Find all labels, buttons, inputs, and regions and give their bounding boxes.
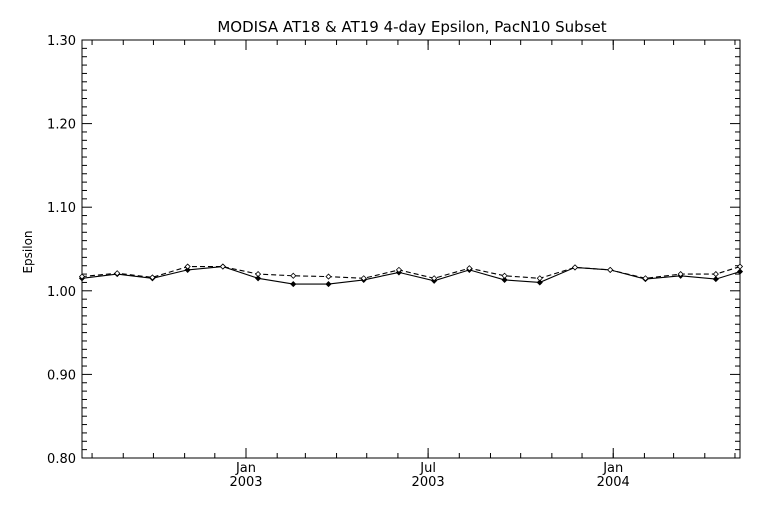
series-line-solid (81, 266, 741, 285)
data-point-dashed (184, 263, 191, 270)
data-point-dashed (501, 272, 508, 279)
data-point-solid (325, 281, 332, 288)
axis-ticks: 0.800.901.001.101.201.30Jan2003Jul2003Ja… (47, 34, 740, 490)
y-axis-label: Epsilon (21, 230, 35, 273)
data-point-dashed (149, 274, 156, 281)
data-point-dashed (290, 272, 297, 279)
y-tick-label: 0.90 (47, 368, 76, 383)
series-line-dashed (81, 266, 741, 279)
data-point-dashed (466, 265, 473, 272)
x-tick-year-label: 2003 (412, 475, 445, 490)
series-lines (78, 263, 744, 288)
data-point-dashed (325, 273, 332, 280)
x-tick-label: Jan (602, 461, 623, 476)
data-point-dashed (677, 271, 684, 278)
data-point-solid (255, 275, 262, 282)
data-point-solid (501, 276, 508, 283)
y-tick-label: 0.80 (47, 452, 76, 467)
x-tick-label: Jul (419, 461, 436, 476)
data-point-solid (712, 276, 719, 283)
data-point-dashed (219, 263, 226, 270)
chart-title: MODISA AT18 & AT19 4-day Epsilon, PacN10… (217, 18, 606, 36)
data-point-dashed (255, 271, 262, 278)
data-point-solid (290, 281, 297, 288)
data-point-dashed (360, 275, 367, 282)
data-point-dashed (642, 275, 649, 282)
x-tick-year-label: 2003 (229, 475, 262, 490)
data-point-dashed (395, 266, 402, 273)
data-point-dashed (571, 264, 579, 271)
data-point-dashed (78, 273, 86, 280)
y-tick-label: 1.30 (47, 34, 76, 49)
y-tick-label: 1.20 (47, 118, 76, 133)
data-point-dashed (736, 263, 744, 270)
data-point-dashed (431, 275, 438, 282)
x-tick-year-label: 2004 (597, 475, 630, 490)
x-tick-label: Jan (235, 461, 256, 476)
data-point-dashed (712, 271, 719, 278)
data-point-dashed (536, 275, 543, 282)
data-point-solid (536, 279, 543, 286)
data-point-solid (184, 266, 191, 273)
y-tick-label: 1.00 (47, 285, 76, 300)
data-point-solid (736, 268, 744, 275)
plot-frame (81, 39, 741, 459)
data-point-dashed (114, 270, 121, 277)
data-point-dashed (607, 266, 614, 273)
y-tick-label: 1.10 (47, 201, 76, 216)
